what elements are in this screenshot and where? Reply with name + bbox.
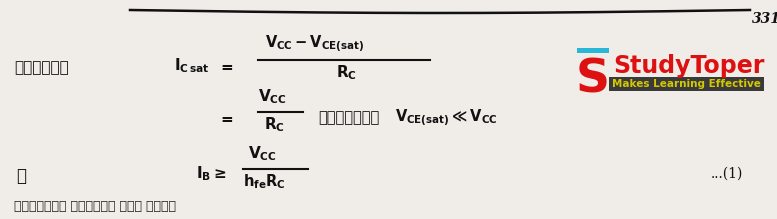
Text: ...(1): ...(1): [711, 167, 744, 181]
Text: ∴: ∴: [16, 168, 26, 184]
Text: $\mathbf{V_{CC}}$: $\mathbf{V_{CC}}$: [258, 87, 287, 106]
Text: $\mathbf{V_{CE(sat)} \ll V_{CC}}$: $\mathbf{V_{CE(sat)} \ll V_{CC}}$: [395, 107, 497, 129]
Text: $\mathbf{I_{C\,sat}}$: $\mathbf{I_{C\,sat}}$: [174, 57, 210, 75]
Text: संतृप्त अवस्था में आधार: संतृप्त अवस्था में आधार: [14, 200, 176, 213]
Text: $\mathbf{R_C}$: $\mathbf{R_C}$: [336, 63, 357, 82]
Text: Makes Learning Effective: Makes Learning Effective: [612, 79, 761, 89]
Text: क्योंकि: क्योंकि: [318, 111, 379, 125]
Text: $\mathbf{I_B \geq}$: $\mathbf{I_B \geq}$: [196, 165, 227, 183]
Text: $\mathbf{=}$: $\mathbf{=}$: [218, 58, 234, 74]
Text: 331: 331: [752, 12, 777, 26]
Text: परन्तु: परन्तु: [14, 61, 68, 75]
Text: $\mathbf{V_{CC}}$: $\mathbf{V_{CC}}$: [248, 144, 277, 163]
Text: $\mathbf{h_{fe}R_C}$: $\mathbf{h_{fe}R_C}$: [243, 172, 286, 191]
Text: $\mathbf{V_{CC} - V_{CE(sat)}}$: $\mathbf{V_{CC} - V_{CE(sat)}}$: [265, 34, 364, 55]
Text: StudyToper: StudyToper: [613, 54, 765, 78]
Text: $\mathbf{=}$: $\mathbf{=}$: [218, 111, 234, 125]
FancyBboxPatch shape: [609, 77, 764, 91]
Text: $\mathbf{R_C}$: $\mathbf{R_C}$: [264, 115, 285, 134]
Text: S: S: [576, 58, 610, 102]
FancyBboxPatch shape: [577, 48, 609, 53]
